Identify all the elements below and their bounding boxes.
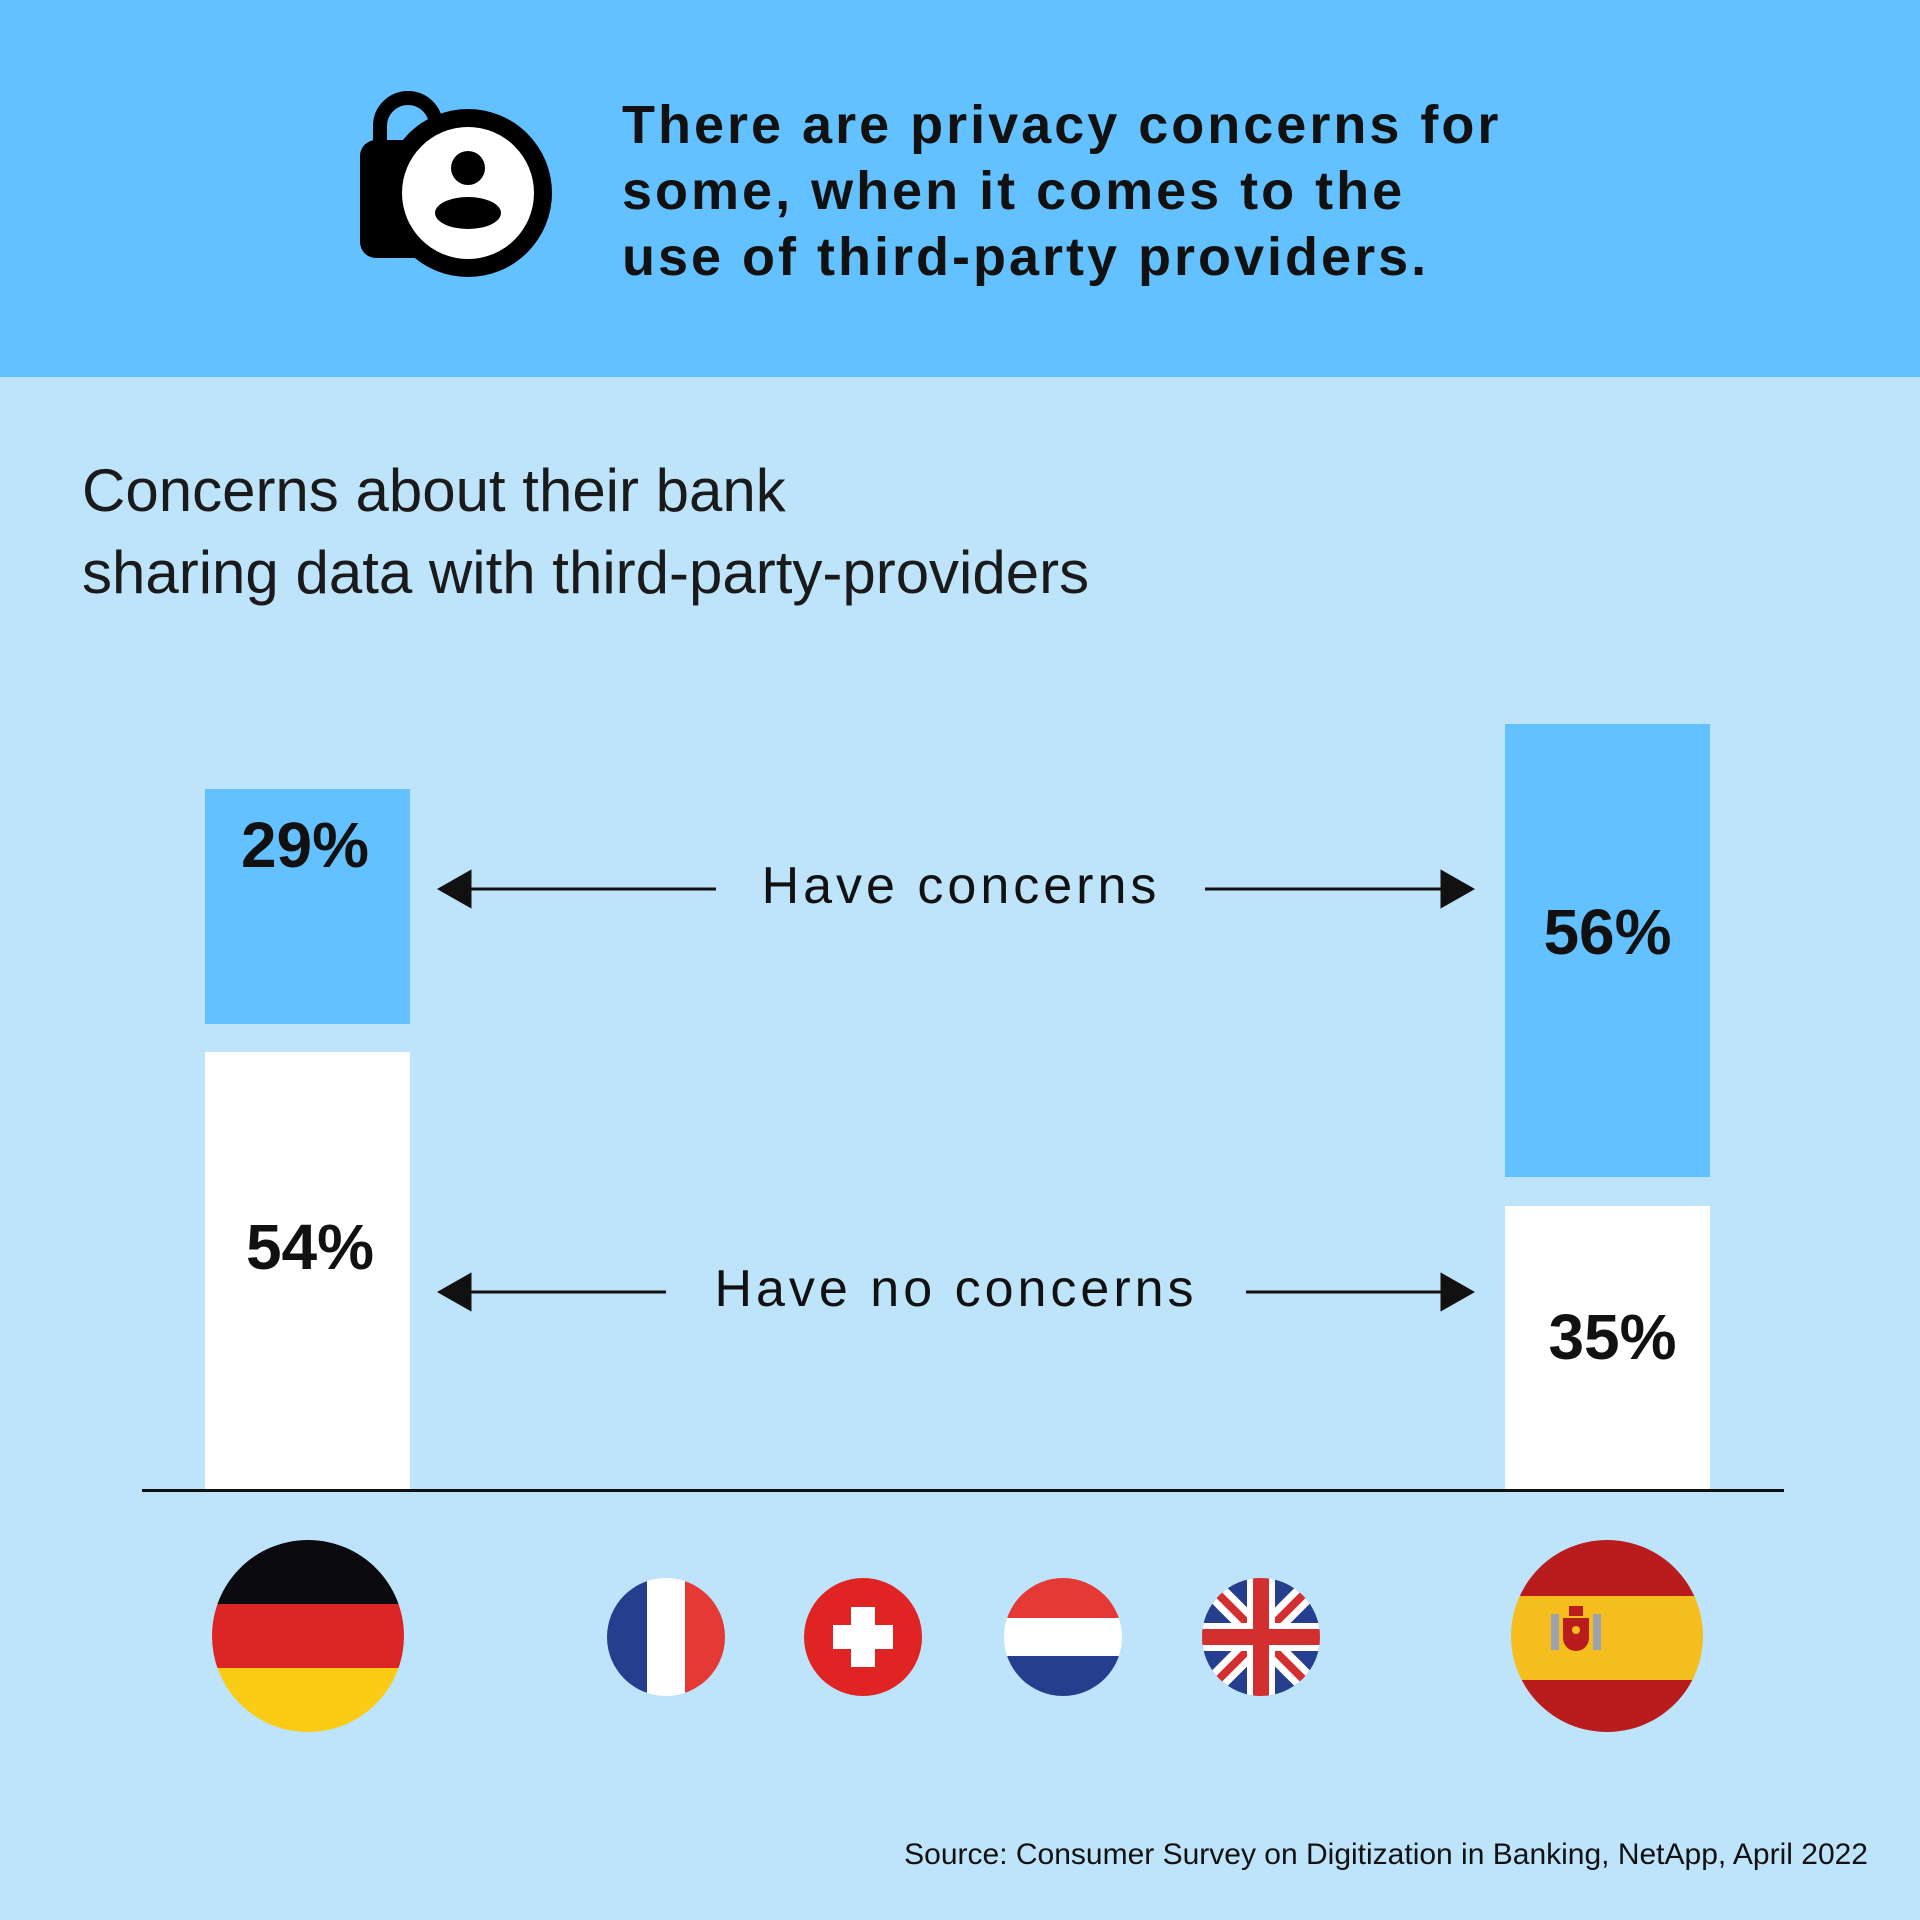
lock-person-icon bbox=[360, 91, 552, 277]
netherlands-flag bbox=[1004, 1578, 1122, 1696]
arrow-head-noconcerns-left bbox=[436, 1272, 472, 1312]
label-germany-concerns: 29% bbox=[240, 809, 370, 881]
label-spain-no-concerns: 35% bbox=[1548, 1301, 1677, 1373]
header-banner: There are privacy concerns for some, whe… bbox=[0, 0, 1920, 377]
subtitle-line-2: sharing data with third-party-providers bbox=[82, 539, 1090, 606]
legend-have-no-concerns: Have no concerns bbox=[714, 1260, 1198, 1318]
bar-germany-concerns bbox=[205, 788, 410, 1024]
headline: There are privacy concerns for some, whe… bbox=[622, 92, 1722, 290]
germany-flag bbox=[212, 1540, 404, 1732]
arrow-head-concerns-left bbox=[436, 869, 472, 909]
subtitle-line-1: Concerns about their bank bbox=[82, 457, 786, 524]
bar-germany-no-concerns bbox=[205, 1051, 410, 1489]
headline-line-1: There are privacy concerns for bbox=[622, 95, 1502, 155]
label-germany-no-concerns: 54% bbox=[245, 1211, 375, 1283]
bar-spain-no-concerns bbox=[1505, 1205, 1710, 1489]
headline-line-2: some, when it comes to the bbox=[622, 161, 1406, 221]
legend-have-concerns: Have concerns bbox=[761, 857, 1161, 915]
bar-spain-concerns bbox=[1505, 723, 1710, 1178]
uk-flag bbox=[1202, 1578, 1320, 1696]
source-note: Source: Consumer Survey on Digitization … bbox=[904, 1838, 1868, 1871]
arrow-head-noconcerns-right bbox=[1440, 1272, 1476, 1312]
chart-baseline bbox=[142, 1489, 1784, 1492]
switzerland-flag bbox=[804, 1578, 922, 1696]
france-flag bbox=[607, 1578, 725, 1696]
label-spain-concerns: 56% bbox=[1543, 896, 1672, 968]
spain-flag bbox=[1511, 1540, 1703, 1732]
arrow-head-concerns-right bbox=[1440, 869, 1476, 909]
coat-of-arms-icon bbox=[1551, 1606, 1601, 1651]
headline-line-3: use of third-party providers. bbox=[622, 227, 1430, 287]
chart-subtitle: Concerns about their bank sharing data w… bbox=[82, 450, 1582, 614]
